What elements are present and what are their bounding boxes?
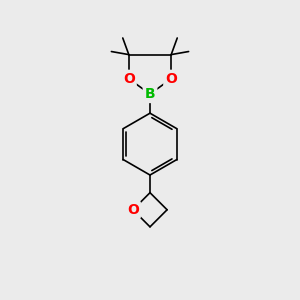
- Text: O: O: [127, 203, 139, 217]
- Text: B: B: [145, 87, 155, 101]
- Text: O: O: [123, 72, 135, 86]
- Text: O: O: [165, 72, 177, 86]
